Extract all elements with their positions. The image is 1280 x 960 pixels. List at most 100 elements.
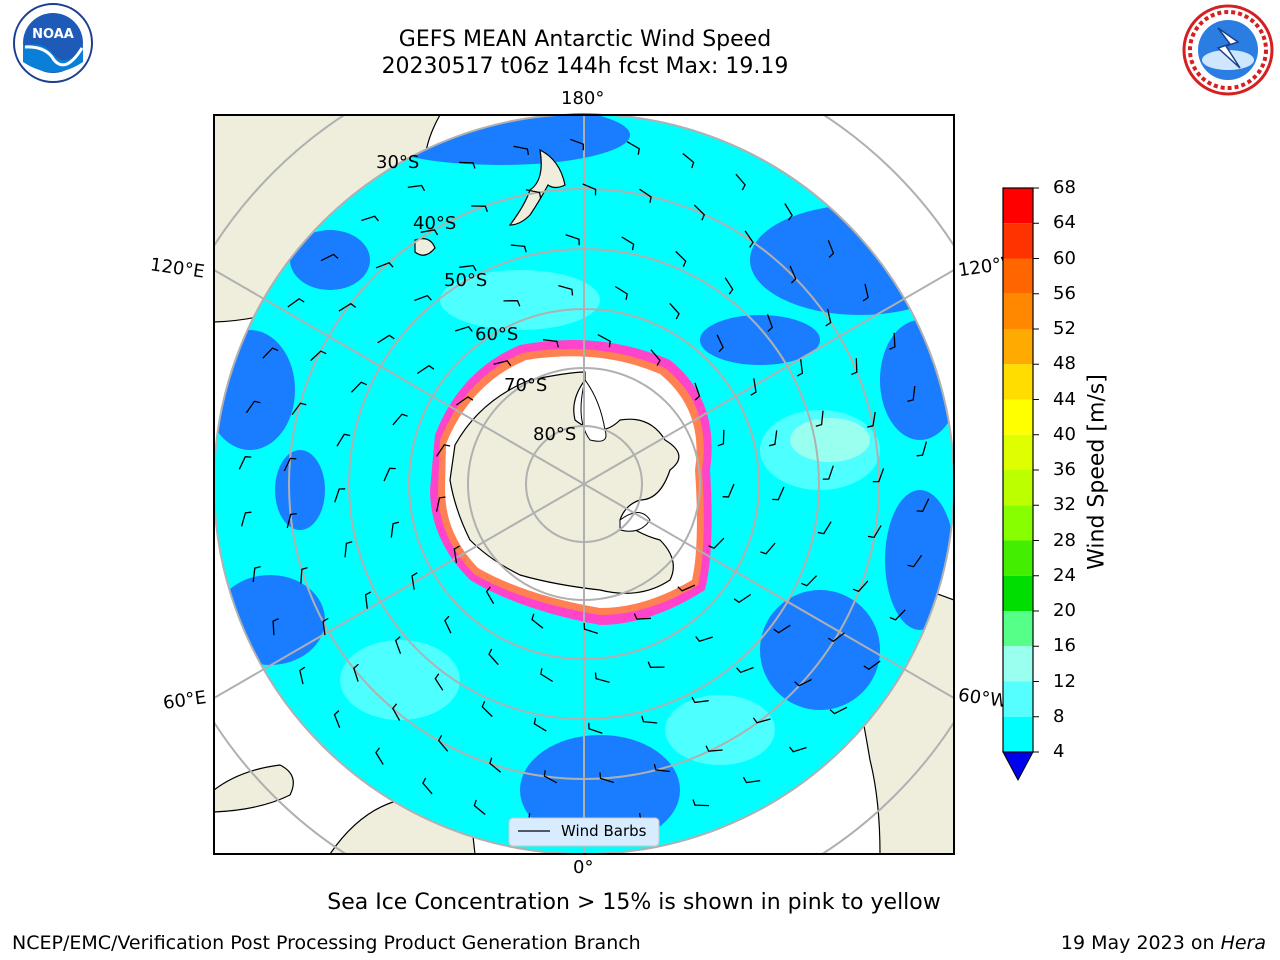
- wind-barb: [300, 566, 308, 584]
- wind-barb: [455, 326, 473, 332]
- wind-barb: [322, 617, 329, 636]
- tasmania-landmass: [414, 238, 436, 256]
- wind-barb: [458, 161, 476, 169]
- wind-barb: [582, 183, 597, 196]
- wind-barb: [867, 411, 876, 428]
- wind-barb: [794, 678, 812, 687]
- wind-barb: [733, 593, 752, 604]
- wind-barb: [336, 433, 351, 447]
- wind-barb: [540, 668, 554, 683]
- wind-barb: [436, 444, 451, 457]
- wind-barb: [621, 236, 635, 251]
- map-legend: [508, 817, 660, 847]
- wind-barb: [650, 349, 661, 366]
- wind-barb: [599, 772, 614, 784]
- wind-barb: [485, 586, 495, 605]
- colorbar-cell: [1003, 434, 1033, 470]
- footer-credit: NCEP/EMC/Verification Post Processing Pr…: [12, 932, 641, 954]
- graticule: [214, 115, 954, 854]
- wind-barb: [503, 300, 521, 307]
- colorbar-cell: [1003, 611, 1033, 647]
- wind-barb: [459, 264, 477, 272]
- wind-barb: [724, 277, 734, 295]
- wind-barb: [569, 138, 584, 151]
- colorbar-label: Wind Speed [m/s]: [1084, 374, 1110, 570]
- wind-barb: [695, 636, 713, 642]
- map-frame: [213, 114, 955, 855]
- wind-barb: [394, 636, 402, 654]
- nws-logo: [1182, 4, 1274, 96]
- wind-barb: [827, 240, 835, 258]
- wind-barb: [533, 717, 547, 732]
- colorbar: [1002, 187, 1039, 782]
- wind-barb: [262, 347, 279, 359]
- wind-barb: [716, 334, 724, 353]
- colorbar-tick-label: 8: [1053, 705, 1065, 727]
- colorbar-tick-label: 28: [1053, 529, 1076, 551]
- legend-label: Wind Barbs: [561, 822, 647, 840]
- wind-barb: [435, 496, 446, 512]
- wind-barb: [383, 467, 396, 482]
- wind-barb: [784, 203, 793, 221]
- wind-barb: [862, 283, 869, 302]
- wind-barb: [283, 457, 297, 472]
- footer-date-text: 19 May 2023 on: [1060, 932, 1221, 954]
- colorbar-cell: [1003, 540, 1033, 576]
- wind-barb: [240, 511, 252, 527]
- wind-barb: [705, 745, 723, 752]
- wind-barb: [815, 410, 824, 427]
- wind-barb: [708, 537, 725, 549]
- colorbar-tick-label: 32: [1053, 494, 1076, 516]
- wind-barb: [375, 747, 384, 765]
- wind-barb: [822, 465, 834, 480]
- wind-barb: [916, 441, 928, 457]
- lon-label-0: 0°: [573, 857, 594, 878]
- wind-barb: [422, 777, 433, 795]
- lat-label-70s: 70°S: [504, 375, 548, 396]
- wind-barb: [867, 525, 882, 539]
- wind-barb: [543, 770, 558, 784]
- wind-barb: [392, 413, 408, 426]
- colorbar-cell: [1003, 505, 1033, 541]
- sea-ice-caption: Sea Ice Concentration > 15% is shown in …: [327, 890, 941, 915]
- colorbar-tick-label: 68: [1053, 177, 1076, 198]
- wind-barb: [801, 575, 818, 587]
- wind-barb: [565, 234, 580, 246]
- wind-barb: [717, 429, 725, 447]
- wind-barb: [614, 285, 628, 300]
- colorbar-tick-label: 48: [1053, 353, 1076, 375]
- lat-label-50s: 50°S: [444, 270, 488, 291]
- chart-title: GEFS MEAN Antarctic Wind Speed: [398, 27, 772, 52]
- wind-barb: [692, 799, 710, 807]
- wind-barb: [872, 468, 885, 483]
- lat-label-60s: 60°S: [475, 324, 519, 345]
- wind-barb: [682, 152, 695, 169]
- colorbar-tick-label: 4: [1053, 741, 1065, 762]
- colorbar-cell: [1003, 575, 1033, 611]
- colorbar-cell: [1003, 364, 1033, 400]
- wind-barb: [377, 334, 395, 344]
- wind-barb: [907, 385, 916, 403]
- wind-barb: [513, 145, 530, 156]
- wind-barb: [291, 402, 307, 415]
- chart-subtitle: 20230517 t06z 144h fcst Max: 19.19: [381, 54, 789, 79]
- wind-barb: [493, 360, 512, 367]
- wind-barb: [694, 382, 701, 401]
- wind-barb: [677, 584, 696, 592]
- wind-barb: [287, 298, 305, 308]
- colorbar-cell: [1003, 223, 1033, 259]
- wind-barb: [760, 542, 776, 555]
- wind-barb: [851, 358, 858, 376]
- wind-barb: [434, 673, 444, 691]
- wind-barb: [916, 498, 930, 512]
- wind-barb: [392, 703, 401, 721]
- wind-barb: [597, 334, 611, 348]
- wind-barb: [272, 618, 279, 636]
- colorbar-cell: [1003, 646, 1033, 682]
- wind-barb: [310, 350, 327, 362]
- wind-barb: [245, 400, 261, 414]
- wind-barb: [473, 799, 486, 816]
- wind-barb: [437, 734, 449, 752]
- wind-barb: [817, 521, 832, 535]
- wind-barb: [750, 378, 757, 396]
